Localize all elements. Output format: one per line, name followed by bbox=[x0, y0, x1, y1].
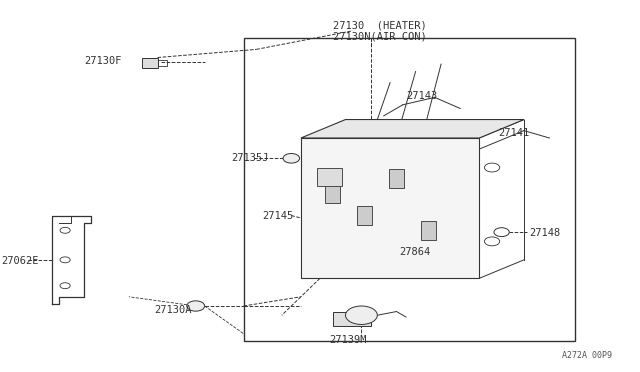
Text: 27148: 27148 bbox=[529, 228, 560, 238]
Bar bbox=[325, 184, 340, 203]
Text: 27130N(AIR CON): 27130N(AIR CON) bbox=[333, 32, 426, 41]
Circle shape bbox=[346, 306, 378, 324]
Text: 27135J: 27135J bbox=[231, 153, 268, 163]
Bar bbox=[157, 60, 167, 66]
Text: 27130  (HEATER): 27130 (HEATER) bbox=[333, 20, 426, 31]
Text: 27062E: 27062E bbox=[1, 256, 39, 266]
Text: 27130F: 27130F bbox=[84, 56, 122, 66]
Text: 27145: 27145 bbox=[262, 211, 294, 221]
Bar bbox=[317, 167, 342, 186]
Polygon shape bbox=[301, 119, 524, 138]
Bar bbox=[244, 38, 575, 341]
Bar bbox=[141, 58, 157, 68]
Text: 27141: 27141 bbox=[499, 128, 530, 138]
Bar bbox=[301, 138, 479, 278]
Circle shape bbox=[283, 154, 300, 163]
Text: 27130A: 27130A bbox=[154, 305, 192, 315]
Text: A272A 00P9: A272A 00P9 bbox=[562, 350, 612, 359]
Bar bbox=[333, 311, 371, 326]
Text: 27143: 27143 bbox=[406, 91, 437, 101]
Circle shape bbox=[187, 301, 205, 311]
Text: 27864: 27864 bbox=[399, 247, 431, 257]
Bar bbox=[420, 221, 436, 240]
Text: 27139M: 27139M bbox=[330, 335, 367, 345]
Bar bbox=[389, 169, 404, 188]
Bar bbox=[357, 206, 372, 225]
